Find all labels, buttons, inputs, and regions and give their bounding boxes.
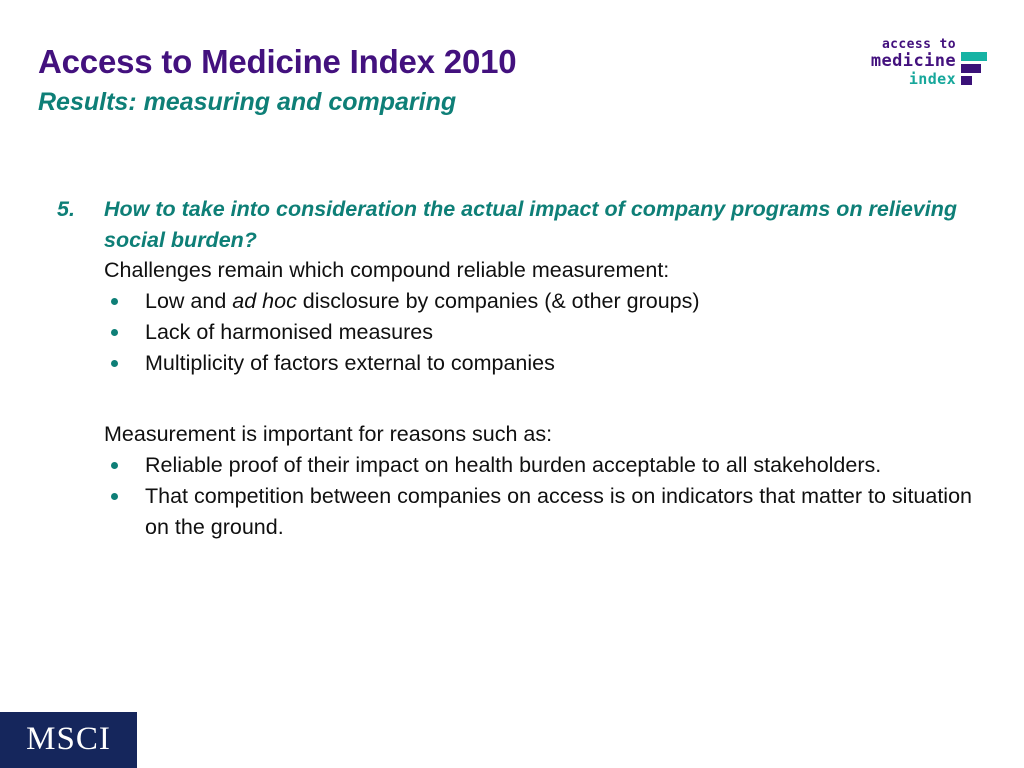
access-to-medicine-index-logo: access to medicine index <box>871 38 987 87</box>
block1-lead-text: Challenges remain which compound reliabl… <box>104 258 670 283</box>
brand-line-index: index <box>908 70 956 88</box>
brand-bar-teal-icon <box>961 52 987 61</box>
list-item-text-before: Low and <box>145 289 233 314</box>
question-number: 5. <box>57 197 75 221</box>
bullet-dot-icon <box>111 492 118 500</box>
list-item: Low and ad hoc disclosure by companies (… <box>0 286 1024 317</box>
brand-line-access-to: access to <box>881 37 956 52</box>
msci-logo-text: MSCI <box>26 720 111 757</box>
slide-header: Access to Medicine Index 2010 Results: m… <box>38 43 818 117</box>
bullet-dot-icon <box>111 359 118 367</box>
msci-logo: MSCI <box>0 712 137 768</box>
slide-body: 5. How to take into consideration the ac… <box>0 194 1024 542</box>
brand-wordmark: access to medicine index <box>871 38 956 87</box>
list-item-text-before: Multiplicity of factors external to comp… <box>145 350 555 375</box>
numbered-question: 5. How to take into consideration the ac… <box>0 194 1024 255</box>
block2-bullet-list: Reliable proof of their impact on health… <box>0 450 1024 542</box>
list-item-text-after: disclosure by companies (& other groups) <box>296 289 700 314</box>
bullet-dot-icon <box>111 328 118 336</box>
list-item-text-before: Reliable proof of their impact on health… <box>145 453 882 478</box>
list-item: Lack of harmonised measures <box>0 317 1024 348</box>
bullet-dot-icon <box>111 298 118 306</box>
page-title: Access to Medicine Index 2010 <box>38 43 517 80</box>
list-item: Multiplicity of factors external to comp… <box>0 348 1024 379</box>
list-item-text-before: Lack of harmonised measures <box>145 319 434 344</box>
list-item: That competition between companies on ac… <box>0 481 1024 542</box>
list-item-text-before: That competition between companies on ac… <box>145 483 972 539</box>
block1-bullet-list: Low and ad hoc disclosure by companies (… <box>0 286 1024 378</box>
block2-lead-text: Measurement is important for reasons suc… <box>104 422 553 447</box>
list-item-text-italic: ad hoc <box>232 289 297 314</box>
list-item: Reliable proof of their impact on health… <box>0 450 1024 481</box>
paragraph-spacer <box>0 378 1024 419</box>
brand-bars-icon <box>961 52 987 87</box>
brand-bar-square-icon <box>961 76 972 85</box>
question-text: How to take into consideration the actua… <box>104 197 957 252</box>
brand-bar-purple-icon <box>961 64 981 73</box>
brand-line-medicine: medicine <box>870 51 956 71</box>
page-subtitle: Results: measuring and comparing <box>38 87 457 116</box>
bullet-dot-icon <box>111 462 118 470</box>
